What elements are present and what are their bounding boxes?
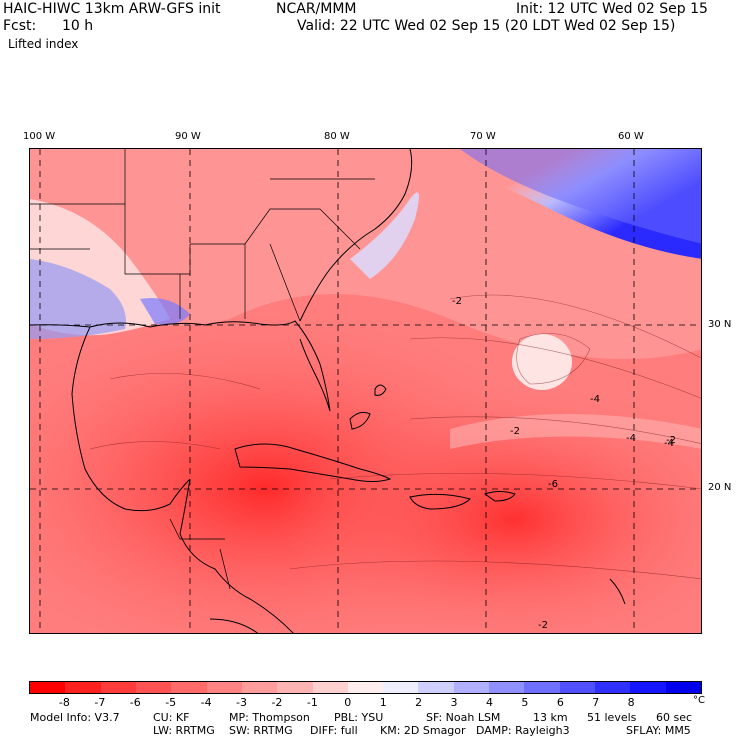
coastlines [30,149,626,633]
forecast-hour: 10 h [62,18,94,34]
field-name: Lifted index [8,37,79,51]
footer-diffusion: DIFF: full [310,724,358,737]
louisiana-stable-zone [140,298,190,325]
footer-shortwave: SW: RRTMG [229,724,293,737]
lat-label-20n: 20 N [708,482,732,493]
footer-timestep: 60 sec [656,711,693,724]
footer-surface: SF: Noah LSM [426,711,501,724]
colorbar-swatch [65,682,101,693]
colorbar-swatch [100,682,136,693]
colorbar-swatch [630,682,666,693]
colorbar-tick-label: -1 [306,696,318,709]
model-title: HAIC-HIWC 13km ARW-GFS init [3,1,221,17]
valid-time: Valid: 22 UTC Wed 02 Sep 15 (20 LDT Wed … [297,18,676,34]
colorbar-swatch [489,682,525,693]
colorbar-swatch [312,682,348,693]
lat-label-30n: 30 N [708,319,732,330]
contour-label: -2 [510,426,520,437]
colorbar-tick-label: 1 [379,696,387,709]
colorbar-tick-label: -7 [94,696,106,709]
colorbar-swatch [30,682,66,693]
footer-microphysics: MP: Thompson [229,711,310,724]
texas-stable-zone [30,259,126,339]
colorbar-swatch [524,682,560,693]
contour-label: -2 [538,620,548,631]
colorbar-swatch [277,682,313,693]
footer-resolution: 13 km [533,711,568,724]
footer-cumulus: CU: KF [153,711,190,724]
colorbar-unit: °C [693,695,705,706]
init-time: Init: 12 UTC Wed 02 Sep 15 [516,1,708,17]
lon-label-60w: 60 W [618,131,644,142]
footer-pbl: PBL: YSU [334,711,384,724]
graticule [30,149,701,633]
colorbar-swatch [171,682,207,693]
lon-label-80w: 80 W [324,131,350,142]
colorbar-tick-label: -3 [236,696,247,709]
footer-model-info: Model Info: V3.7 [30,711,120,724]
colorbar-tick-label: 0 [344,696,352,709]
footer-longwave: LW: RRTMG [153,724,215,737]
colorbar-tick-label: 8 [627,696,635,709]
carolina-weak-zone [350,192,419,279]
colorbar-tick-label: -4 [200,696,212,709]
contour-label: -4 [626,433,636,444]
colorbar-tick-label: 4 [485,696,493,709]
colorbar-swatch [347,682,384,693]
contour-label: -6 [548,479,558,490]
lifted-index-map: -2 -4 -6 -2 -4 -2 -4 -2 [29,148,702,634]
colorbar-tick-label: -8 [58,696,70,709]
footer-damping: DAMP: Rayleigh3 [476,724,570,737]
contour-label: -2 [452,296,462,307]
colorbar-tick-label: -5 [165,696,177,709]
colorbar-swatch [665,682,701,693]
colorbar-tick-label: 7 [592,696,600,709]
colorbar-swatch [383,682,419,693]
colorbar-swatch [595,682,631,693]
colorbar-swatch [206,682,242,693]
colorbar-swatch [559,682,595,693]
atlantic-light-band [450,414,701,449]
contour-label: -4 [664,438,674,449]
colorbar-tick-label: 2 [415,696,423,709]
colorbar-tick-label: 6 [556,696,564,709]
contour-label: -2 [666,435,676,446]
lon-label-90w: 90 W [175,131,201,142]
contour-lines [89,294,701,580]
forecast-label: Fcst: [3,18,37,34]
org-label: NCAR/MMM [276,1,357,17]
colorbar-swatch [241,682,278,693]
stable-core-northeast [460,149,701,244]
colorbar-swatch [135,682,172,693]
lon-label-70w: 70 W [470,131,496,142]
atlantic-light-patch [512,334,572,390]
colorbar [29,681,702,694]
footer-levels: 51 levels [587,711,637,724]
colorbar-tick-label: -2 [271,696,283,709]
footer-km: KM: 2D Smagor [380,724,466,737]
contour-label: -4 [590,394,600,405]
footer-surface-layer: SFLAY: MM5 [626,724,691,737]
map-canvas: -2 -4 -6 -2 -4 -2 -4 -2 [30,149,701,633]
colorbar-swatch [453,682,490,693]
colorbar-tick-label: 5 [521,696,529,709]
colorbar-swatch [418,682,454,693]
lon-label-100w: 100 W [23,131,56,142]
colorbar-tick-label: 3 [450,696,458,709]
colorbar-tick-label: -6 [129,696,141,709]
